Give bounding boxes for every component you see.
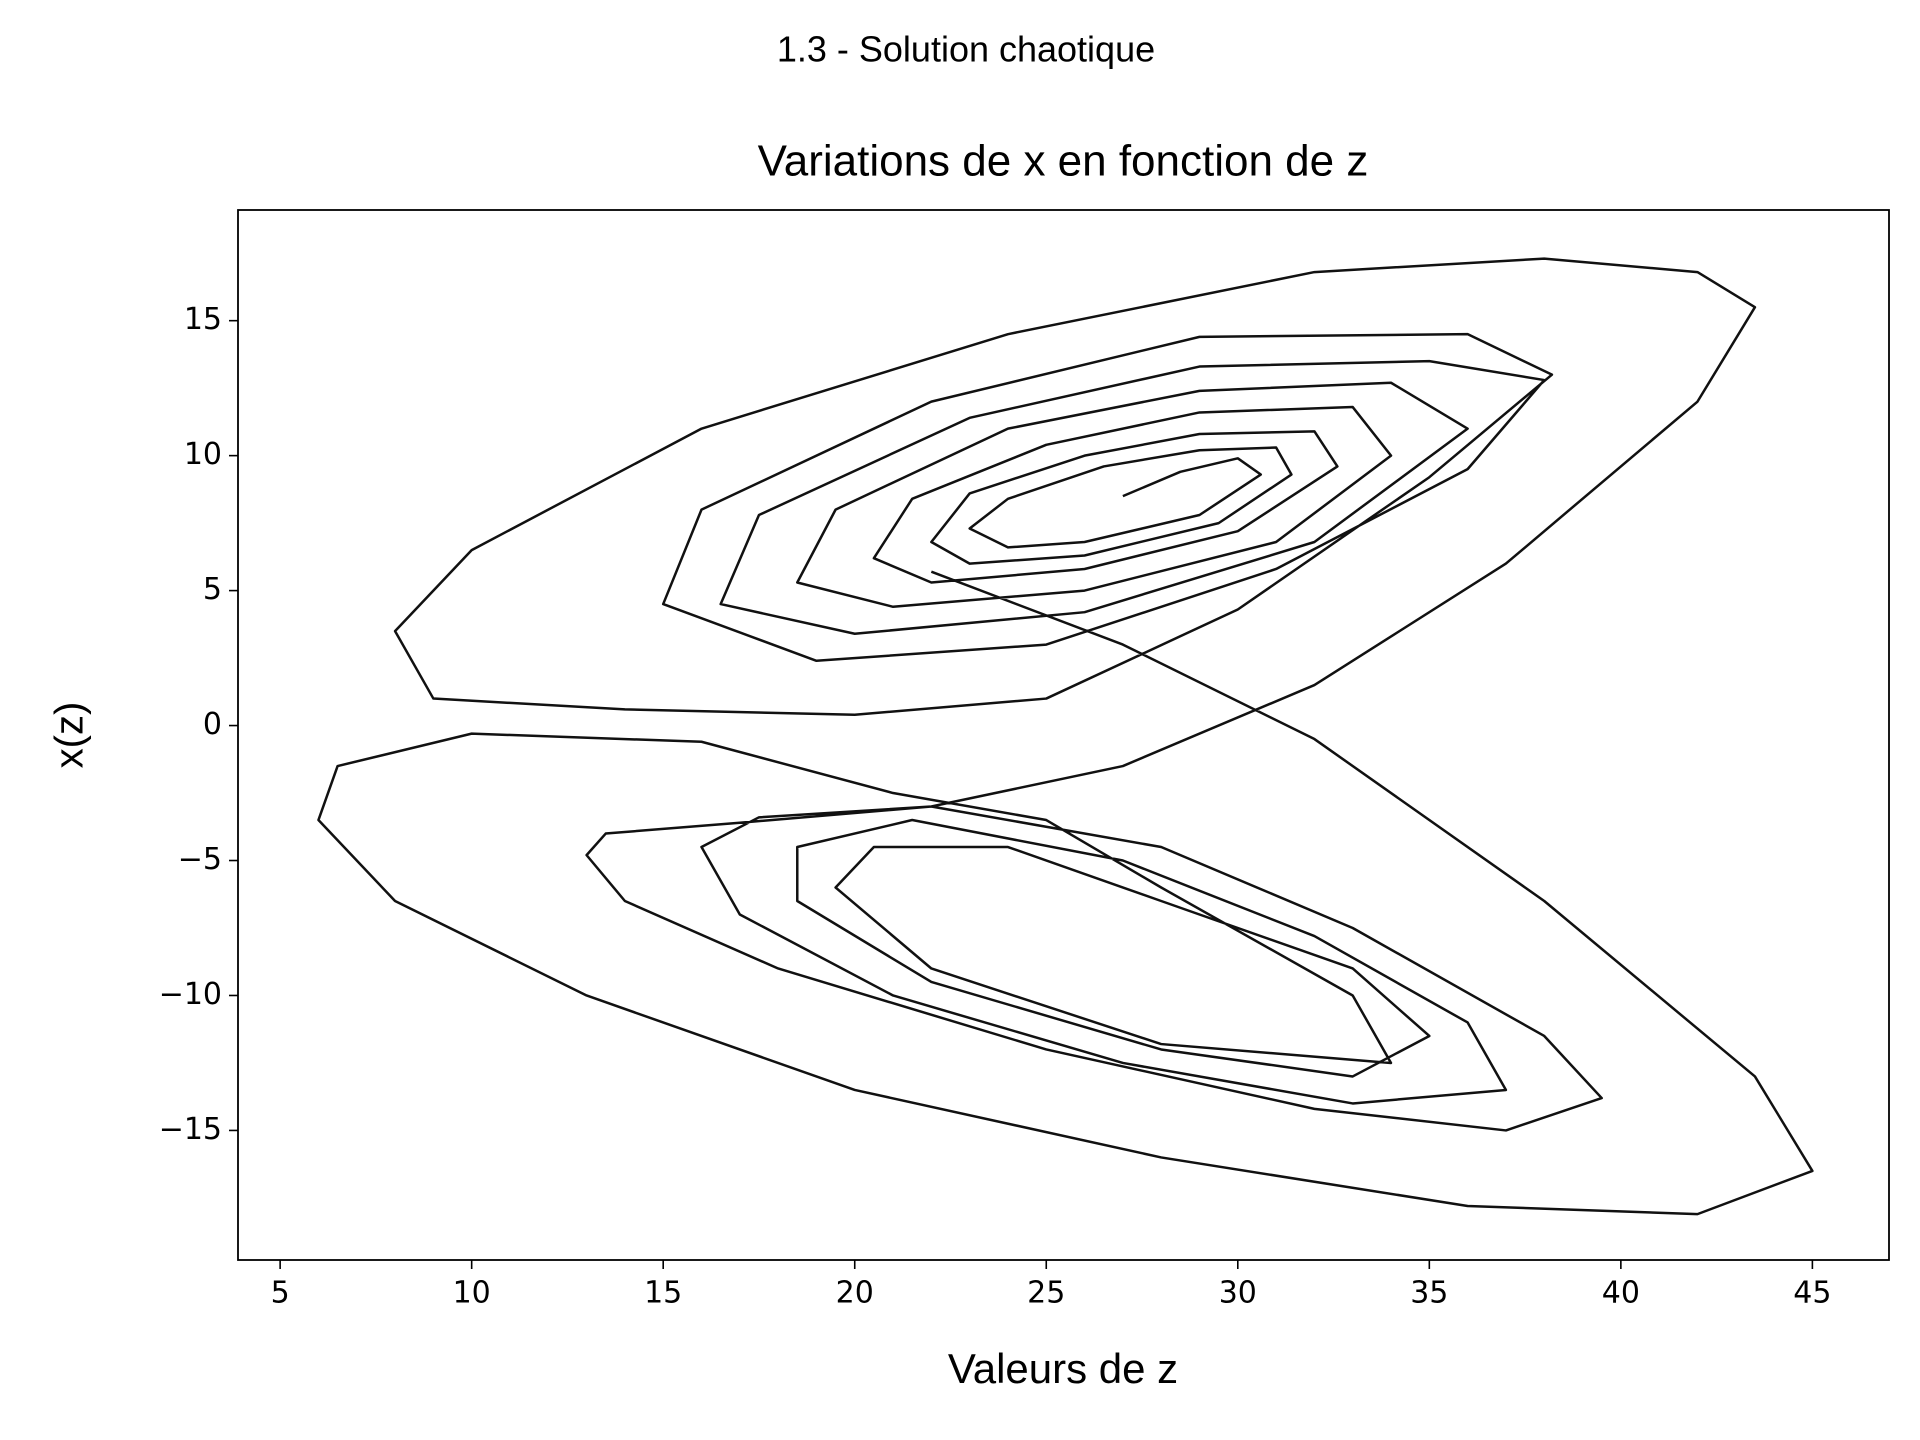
plot-frame (237, 209, 1890, 1261)
y-tick-label: −5 (178, 842, 222, 877)
y-axis-label: x(z) (48, 702, 92, 769)
x-tick-label: 20 (836, 1276, 874, 1311)
x-tick-label: 45 (1793, 1276, 1831, 1311)
x-axis-label: Valeurs de z (948, 1345, 1178, 1392)
suptitle: 1.3 - Solution chaotique (777, 29, 1155, 70)
x-tick-label: 5 (271, 1276, 290, 1311)
y-tick-label: 10 (184, 437, 222, 472)
x-tick-label: 10 (453, 1276, 491, 1311)
y-tick-label: −15 (159, 1112, 222, 1147)
chart-title: Variations de x en fonction de z (758, 137, 1369, 186)
y-tick-label: −10 (159, 977, 222, 1012)
x-tick-label: 15 (644, 1276, 682, 1311)
x-tick-label: 30 (1219, 1276, 1257, 1311)
x-tick-label: 35 (1410, 1276, 1448, 1311)
trajectory (317, 257, 1814, 1216)
y-tick-label: 15 (184, 302, 222, 337)
x-tick-label: 40 (1602, 1276, 1640, 1311)
y-tick-label: 5 (203, 572, 222, 607)
y-tick-label: 0 (203, 707, 222, 742)
x-tick-label: 25 (1027, 1276, 1065, 1311)
